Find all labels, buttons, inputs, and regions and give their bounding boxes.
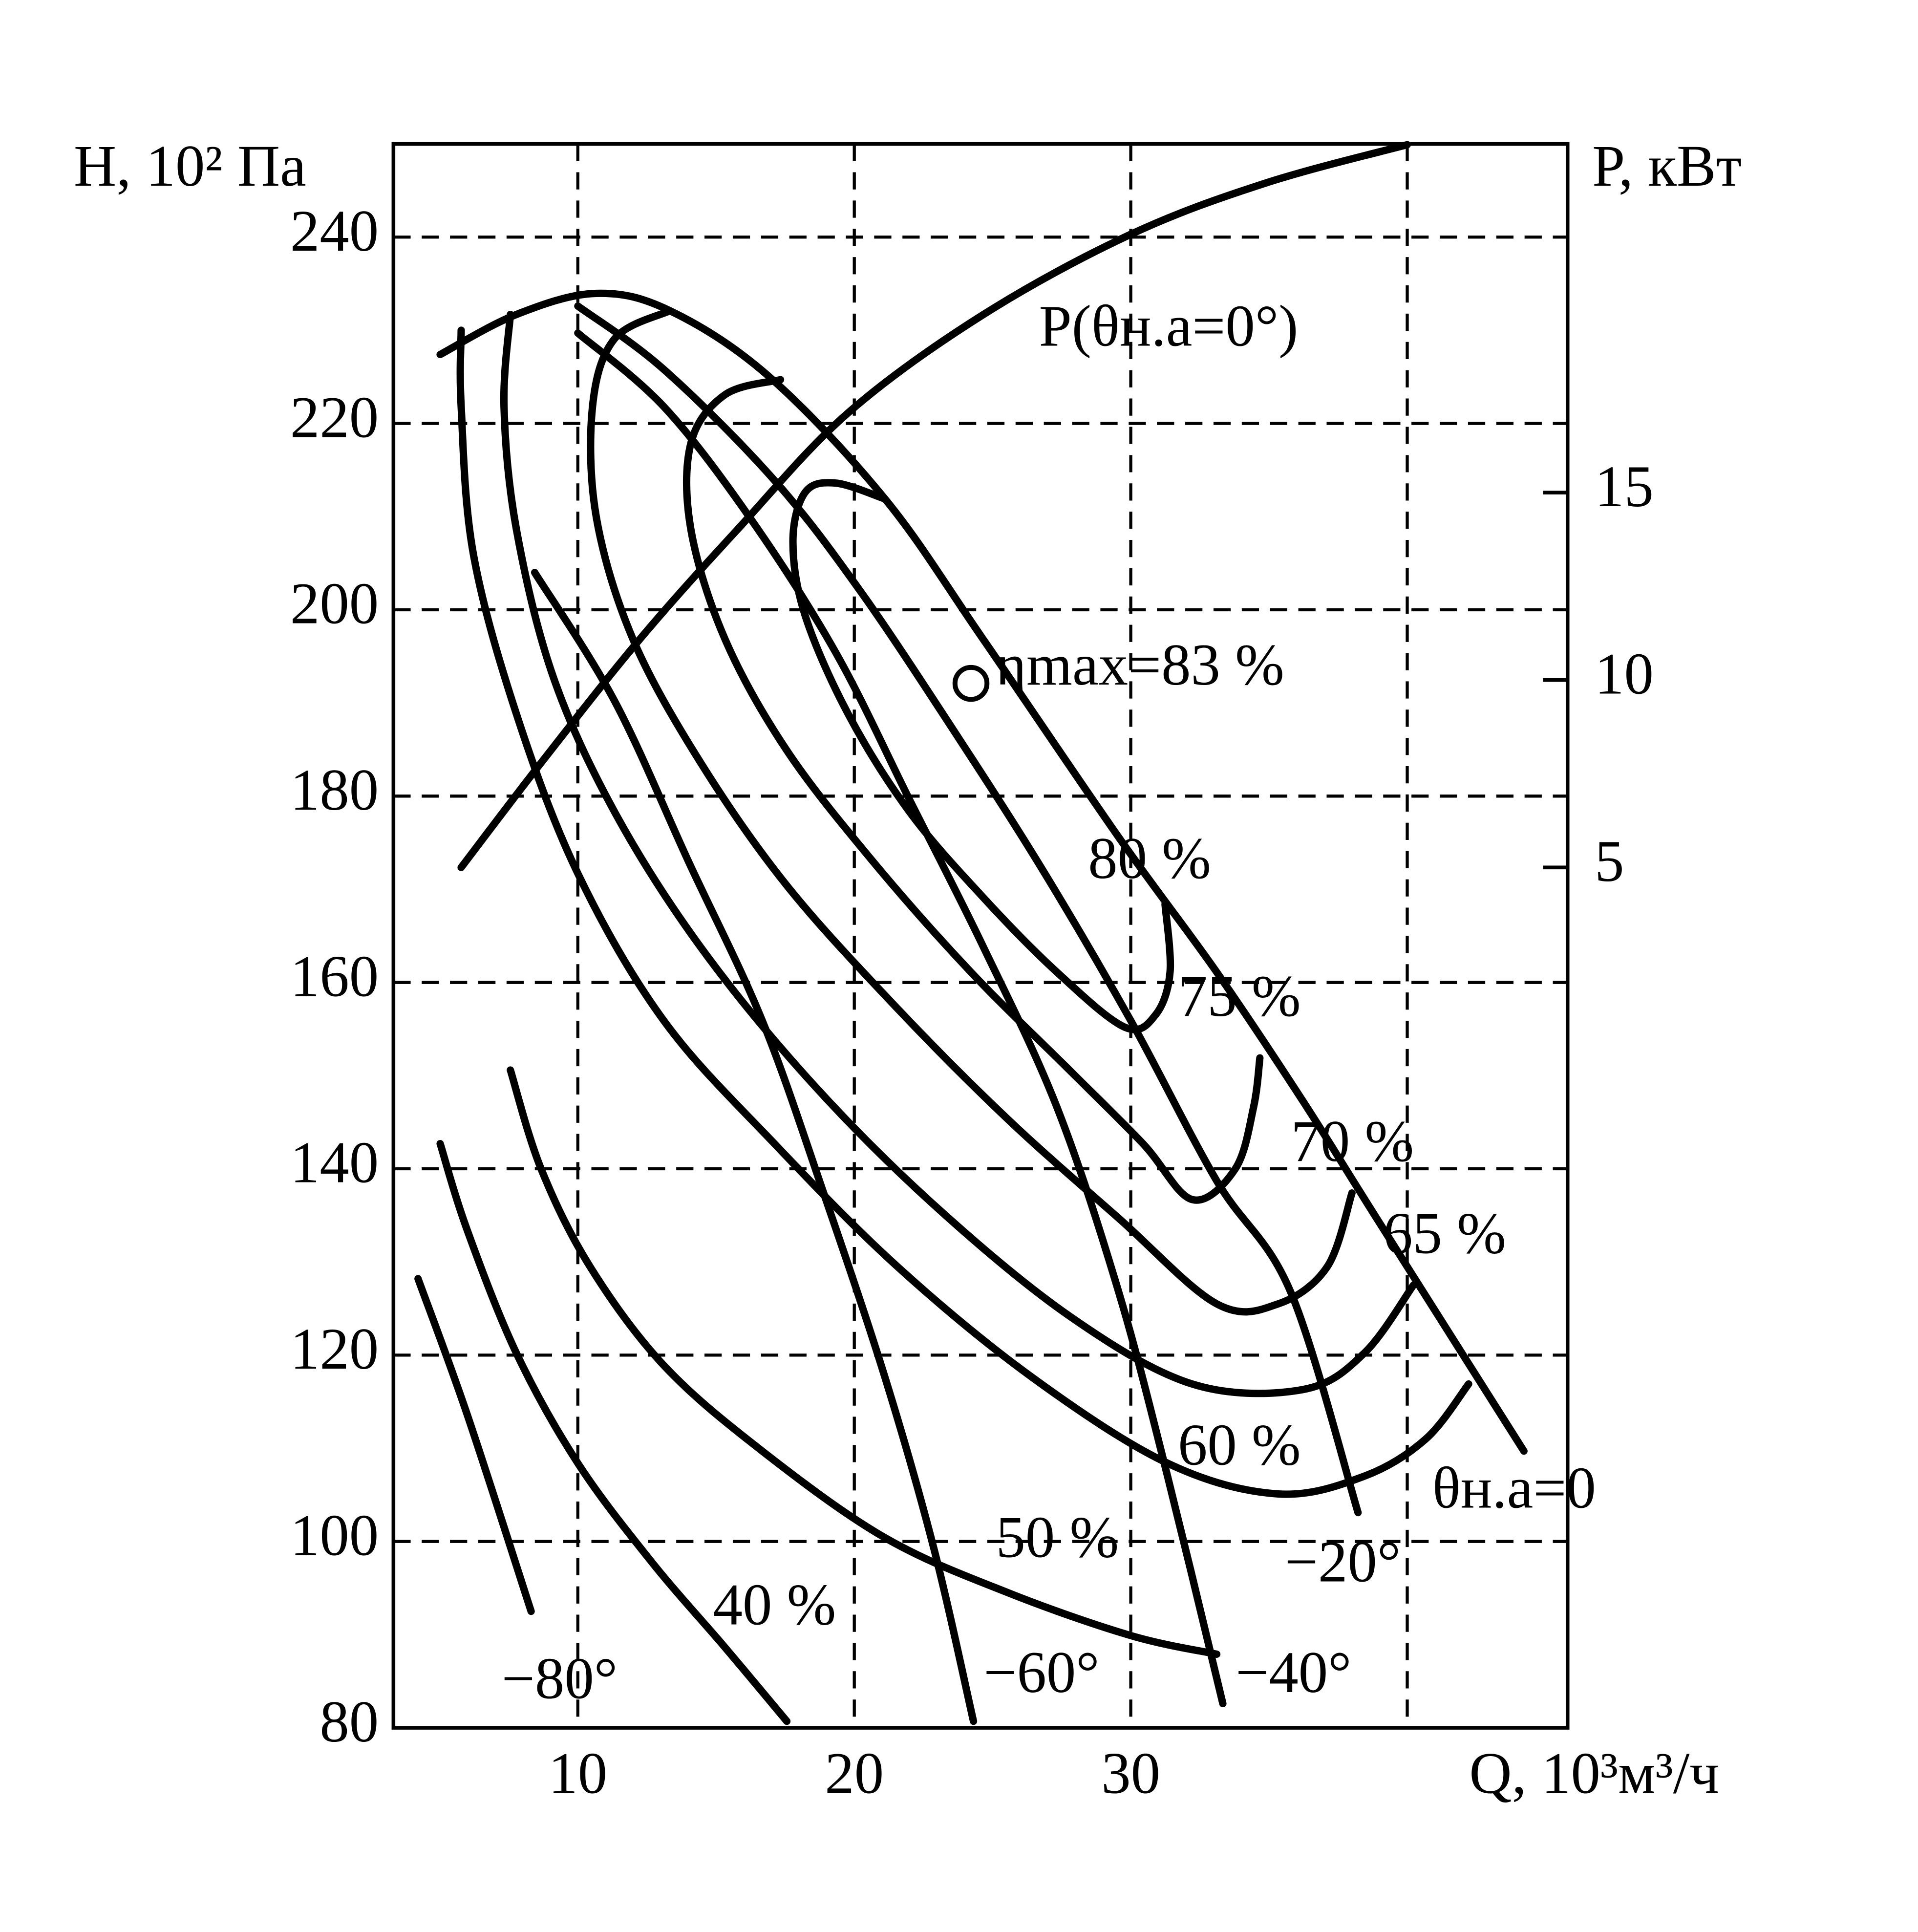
- y-tick-label: 220: [290, 385, 379, 450]
- curve: [436, 289, 1528, 1455]
- curve-label: 40 %: [713, 1572, 836, 1638]
- y-tick-label: 200: [290, 571, 379, 637]
- y-tick-label: 160: [290, 944, 379, 1009]
- curve: [531, 569, 978, 1725]
- curve-label: P(θн.а=0°): [1039, 293, 1299, 359]
- curve-label: −20°: [1285, 1529, 1401, 1595]
- x-tick-label: 30: [1101, 1740, 1160, 1806]
- y2-tick-label: 5: [1595, 829, 1624, 894]
- y-tick-label: 180: [290, 757, 379, 823]
- curve: [500, 310, 1417, 1397]
- curve: [457, 141, 1411, 871]
- x-tick-label: 10: [548, 1740, 607, 1806]
- curve: [456, 326, 1472, 1498]
- curve: [789, 479, 1174, 1033]
- x-axis-label: Q, 10³м³/ч: [1469, 1740, 1719, 1806]
- y2-tick-label: 15: [1595, 454, 1654, 519]
- curve: [574, 329, 1227, 1708]
- y-tick-label: 240: [290, 198, 379, 264]
- curve-label: 65 %: [1383, 1201, 1506, 1267]
- curve: [507, 1066, 1221, 1658]
- curve: [587, 307, 1356, 1316]
- y2-tick-label: 10: [1595, 641, 1654, 707]
- curve-label: 75 %: [1178, 964, 1301, 1029]
- y-tick-label: 140: [290, 1130, 379, 1196]
- y-axis-label: H, 10² Па: [74, 133, 306, 199]
- curve-label: −40°: [1236, 1640, 1351, 1705]
- curve-label: 50 %: [996, 1504, 1119, 1570]
- plot-frame: [391, 142, 1570, 1730]
- y-tick-label: 80: [320, 1689, 379, 1755]
- curve-label: 60 %: [1178, 1413, 1301, 1478]
- x-tick-label: 20: [825, 1740, 884, 1806]
- y-tick-label: 120: [290, 1316, 379, 1382]
- y2-axis-label: P, кВт: [1592, 133, 1742, 199]
- y-tick-label: 100: [290, 1503, 379, 1568]
- annotation: ηmax=83 %: [996, 632, 1284, 698]
- curve: [574, 302, 1362, 1517]
- eta-max-point: [952, 665, 990, 702]
- curve-label: θн.а=0: [1432, 1456, 1596, 1521]
- curve: [436, 1139, 791, 1725]
- curve-label: 70 %: [1291, 1109, 1414, 1174]
- curve-label: 80 %: [1088, 826, 1211, 891]
- curve-label: −60°: [983, 1640, 1099, 1705]
- curve: [414, 1275, 535, 1615]
- curve: [682, 376, 1264, 1204]
- curve-label: −80°: [502, 1646, 618, 1712]
